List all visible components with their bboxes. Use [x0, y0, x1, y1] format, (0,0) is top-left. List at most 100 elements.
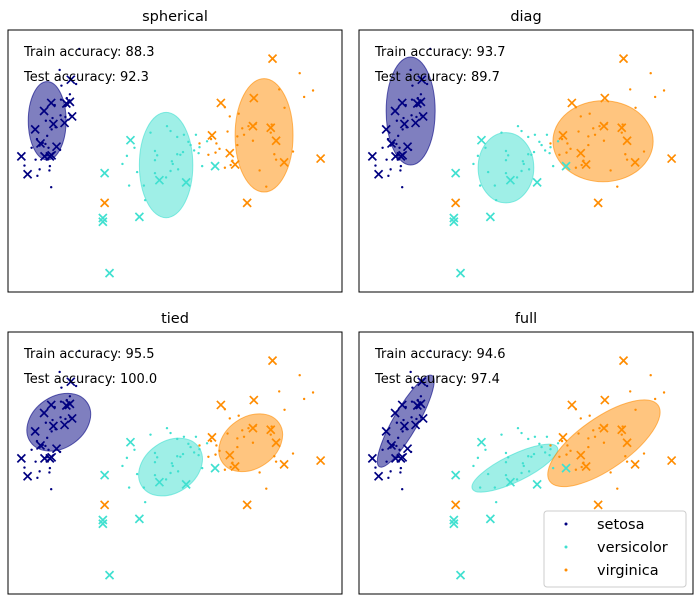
train-point-versicolor	[549, 448, 552, 451]
test-point-versicolor	[449, 515, 459, 525]
train-point-virginica	[616, 487, 619, 490]
train-point-versicolor	[530, 455, 533, 458]
train-point-setosa	[51, 116, 54, 120]
legend-marker-virginica	[564, 568, 568, 572]
legend-label-virginica: virginica	[597, 563, 659, 579]
test-point-versicolor	[532, 177, 542, 187]
train-point-versicolor	[478, 486, 482, 489]
train-point-virginica	[602, 441, 606, 444]
train-point-virginica	[620, 131, 623, 134]
train-point-virginica	[218, 147, 221, 151]
train-point-virginica	[274, 460, 278, 463]
test-point-virginica	[216, 98, 226, 108]
train-point-virginica	[229, 465, 232, 469]
train-point-virginica	[653, 397, 657, 401]
train-point-versicolor	[176, 168, 180, 171]
covariance-ellipse-versicolor	[138, 437, 203, 497]
panel-diag: diag Train accuracy: 93.7 Test accuracy: 8…	[358, 9, 694, 293]
test-point-setosa	[46, 98, 56, 108]
test-point-setosa	[390, 106, 400, 116]
test-point-virginica	[279, 459, 289, 469]
test-point-virginica	[266, 123, 276, 133]
train-point-virginica	[649, 374, 652, 377]
test-point-setosa	[59, 420, 70, 430]
train-point-virginica	[580, 163, 583, 167]
test-point-setosa	[416, 399, 426, 409]
train-point-virginica	[662, 391, 666, 394]
test-point-virginica	[558, 130, 568, 140]
train-point-setosa	[410, 400, 414, 403]
train-point-setosa	[402, 418, 405, 422]
train-point-versicolor	[197, 453, 200, 457]
train-point-versicolor	[472, 464, 475, 468]
train-point-setosa	[49, 186, 53, 189]
test-point-virginica	[207, 130, 217, 140]
test-point-virginica	[225, 450, 235, 460]
train-point-setosa	[395, 421, 399, 424]
covariance-ellipse-versicolor	[477, 132, 535, 204]
test-point-setosa	[410, 420, 421, 430]
train-point-versicolor	[484, 146, 487, 149]
train-point-virginica	[579, 417, 582, 420]
test-point-versicolor	[476, 437, 487, 447]
test-point-versicolor	[561, 161, 571, 171]
train-point-setosa	[74, 82, 78, 86]
test-point-setosa	[390, 408, 400, 418]
train-point-setosa	[425, 384, 429, 388]
train-point-versicolor	[522, 464, 525, 468]
test-point-setosa	[367, 151, 377, 162]
train-point-virginica	[566, 444, 569, 447]
test-accuracy-label: Test accuracy: 97.4	[374, 372, 500, 387]
train-point-versicolor	[527, 168, 531, 171]
train-point-virginica	[587, 143, 590, 147]
train-point-setosa	[396, 436, 400, 440]
train-point-versicolor	[189, 143, 192, 147]
test-point-setosa	[39, 106, 49, 116]
train-point-versicolor	[494, 198, 498, 202]
test-accuracy-label: Test accuracy: 100.0	[23, 372, 157, 387]
plot-area	[16, 47, 326, 278]
train-point-versicolor	[551, 466, 555, 470]
train-point-setosa	[78, 47, 81, 51]
legend-marker-versicolor	[564, 545, 568, 549]
train-point-setosa	[398, 448, 401, 451]
train-point-virginica	[223, 166, 227, 169]
legend-label-setosa: setosa	[597, 517, 644, 533]
train-point-versicolor	[155, 154, 159, 157]
train-point-virginica	[278, 88, 281, 91]
train-point-setosa	[47, 146, 50, 149]
test-point-virginica	[630, 459, 640, 469]
train-point-virginica	[577, 432, 580, 435]
train-point-virginica	[609, 471, 612, 474]
test-point-versicolor	[134, 514, 144, 524]
train-point-virginica	[598, 124, 601, 128]
test-point-virginica	[230, 461, 240, 472]
test-point-setosa	[381, 426, 391, 436]
train-point-versicolor	[149, 433, 152, 436]
train-point-virginica	[311, 89, 315, 92]
test-point-virginica	[451, 500, 461, 510]
train-point-virginica	[592, 429, 595, 432]
train-point-versicolor	[187, 140, 190, 144]
train-point-setosa	[399, 164, 403, 168]
train-point-virginica	[247, 426, 250, 430]
train-point-setosa	[419, 395, 423, 398]
train-point-virginica	[569, 449, 572, 453]
train-point-setosa	[59, 114, 62, 117]
train-point-versicolor	[135, 170, 139, 174]
train-point-setosa	[411, 386, 414, 389]
test-point-versicolor	[561, 463, 571, 473]
test-point-setosa	[16, 151, 26, 162]
train-point-virginica	[273, 455, 276, 458]
train-point-virginica	[265, 487, 268, 490]
train-point-virginica	[587, 437, 590, 440]
train-point-setosa	[374, 466, 377, 469]
train-point-virginica	[269, 433, 272, 436]
train-point-setosa	[399, 466, 403, 470]
train-point-setosa	[58, 68, 61, 72]
train-point-setosa	[44, 421, 48, 424]
train-point-setosa	[47, 448, 50, 451]
test-point-virginica	[225, 148, 235, 158]
train-point-versicolor	[520, 169, 523, 173]
